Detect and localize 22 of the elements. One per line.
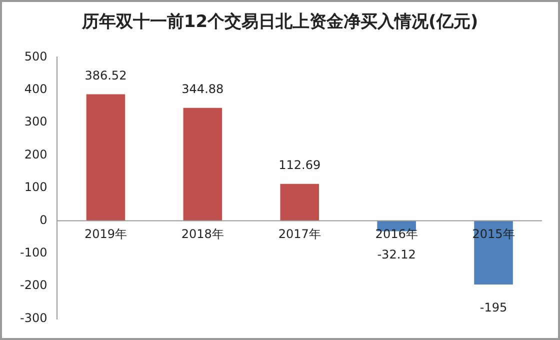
- x-tick-label: 2016年: [375, 226, 418, 241]
- x-tick-label: 2018年: [181, 226, 224, 241]
- x-tick-label: 2019年: [84, 226, 127, 241]
- y-tick-label: 500: [24, 49, 48, 64]
- y-tick-label: 300: [24, 114, 48, 129]
- y-tick-label: -300: [20, 310, 48, 325]
- data-label: -32.12: [377, 247, 416, 262]
- bar: [183, 108, 222, 221]
- y-tick-label: 0: [40, 212, 48, 227]
- y-tick-label: -100: [20, 246, 48, 260]
- y-tick-label: 400: [24, 82, 48, 96]
- x-tick-label: 2017年: [278, 226, 321, 241]
- bar: [280, 184, 320, 221]
- y-tick-label: 200: [24, 147, 48, 162]
- chart-title: 历年双十一前12个交易日北上资金净买入情况(亿元): [80, 11, 480, 33]
- data-label: 112.69: [278, 158, 321, 172]
- data-label: -195: [480, 300, 508, 315]
- bar: [86, 94, 126, 221]
- data-label: 344.88: [182, 82, 224, 96]
- y-tick-label: -200: [20, 278, 48, 292]
- data-label: 386.52: [84, 68, 127, 82]
- y-tick-label: 100: [24, 180, 48, 194]
